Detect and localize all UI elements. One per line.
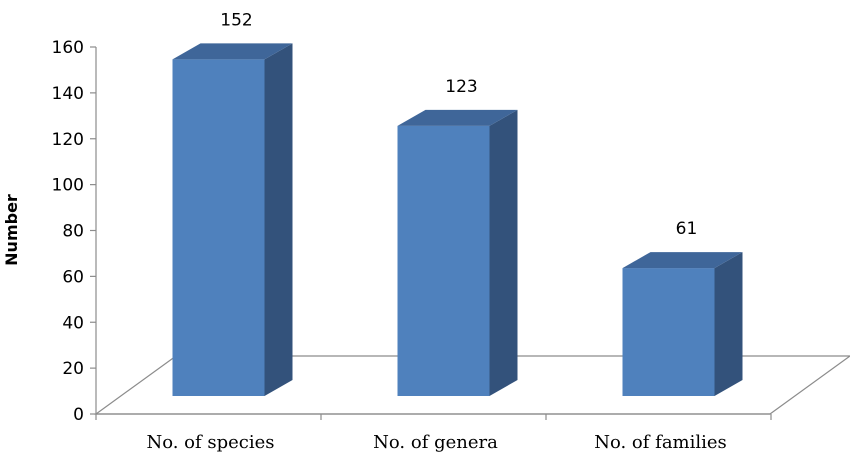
data-label: 61 [676,219,698,239]
data-label: 152 [220,10,252,30]
data-label: 123 [445,77,477,97]
bar-side [714,252,743,396]
y-tick-label: 40 [62,313,84,333]
y-tick-label: 20 [62,359,84,379]
bar-top [172,43,293,60]
y-tick-label: 120 [52,130,84,150]
y-tick-label: 60 [62,267,84,287]
bar-top [622,252,743,269]
bar-2 [397,109,518,397]
bar-front [397,125,490,397]
y-axis-title: Number [2,194,21,266]
y-tick-label: 0 [73,405,84,425]
y-tick-label: 140 [52,84,84,104]
bar-3 [622,252,743,396]
bar-top [397,109,518,126]
bars [172,43,743,397]
x-category-label: No. of species [146,432,274,453]
labels: 152 No. of species 123 No. of genera 61 No. o… [146,10,726,453]
x-category-label: No. of genera [373,432,498,453]
x-category-label: No. of families [594,432,727,453]
y-tick-label: 160 [52,38,84,58]
bar-front [172,59,265,396]
bar-front [622,268,715,396]
bar-side [489,109,518,397]
y-tick-label: 100 [52,176,84,196]
bar-side [264,43,293,396]
y-axis: 0 20 40 60 80 100 120 140 160 [52,38,772,425]
y-tick-label: 80 [62,222,84,242]
bar-1 [172,43,293,396]
